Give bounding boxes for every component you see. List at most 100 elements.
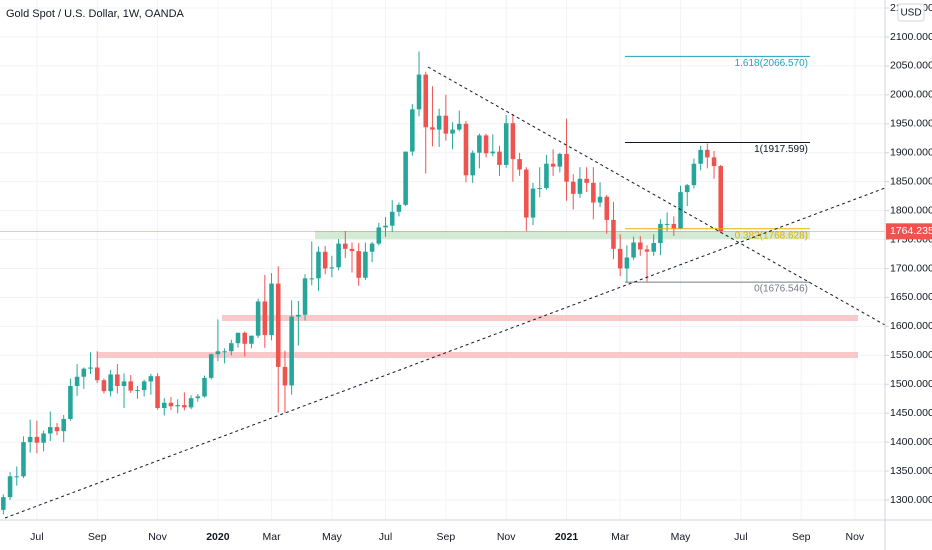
candle-body bbox=[544, 163, 549, 189]
y-tick-label: 1850.000 bbox=[890, 175, 932, 187]
candle-body bbox=[684, 185, 690, 193]
candle-body bbox=[61, 418, 66, 432]
candle-body bbox=[121, 381, 127, 387]
y-tick-label: 1450.000 bbox=[890, 407, 932, 419]
candle-body bbox=[597, 196, 603, 203]
candle-body bbox=[524, 169, 529, 218]
candle-body bbox=[591, 182, 596, 203]
candle-body bbox=[577, 178, 583, 194]
uptrend-line bbox=[4, 187, 886, 519]
candle-body bbox=[135, 390, 140, 392]
candle-body bbox=[242, 332, 247, 344]
candle-body bbox=[604, 196, 610, 220]
candle-body bbox=[369, 243, 375, 252]
candle-body bbox=[21, 442, 26, 477]
candle-body bbox=[68, 386, 73, 419]
candle-body bbox=[570, 181, 576, 194]
fib-label: 1(1917.599) bbox=[754, 144, 808, 155]
candle-body bbox=[322, 251, 328, 269]
grid bbox=[0, 0, 885, 520]
candle-body bbox=[564, 153, 569, 182]
candle-body bbox=[356, 251, 361, 278]
candle-body bbox=[389, 211, 395, 226]
candle-body bbox=[456, 123, 462, 130]
candle-body bbox=[416, 74, 422, 110]
candle-body bbox=[88, 367, 93, 369]
candle-body bbox=[215, 351, 221, 355]
x-tick-label: Nov bbox=[845, 531, 864, 543]
y-tick-label: 1650.000 bbox=[890, 291, 932, 303]
candle-body bbox=[249, 335, 254, 344]
y-tick-label: 2050.000 bbox=[890, 60, 932, 72]
candle-body bbox=[175, 405, 180, 407]
candle-body bbox=[557, 153, 563, 167]
candle-body bbox=[436, 115, 442, 130]
resistance-zone bbox=[97, 352, 858, 358]
candle-body bbox=[718, 166, 724, 232]
candle-body bbox=[550, 163, 556, 167]
candle-body bbox=[7, 476, 13, 498]
candle-body bbox=[376, 227, 382, 244]
candle-body bbox=[229, 343, 234, 352]
candle-body bbox=[483, 135, 489, 154]
candle-body bbox=[611, 219, 616, 249]
candle-body bbox=[497, 151, 502, 165]
x-tick-label: May bbox=[322, 531, 343, 543]
candle-body bbox=[188, 398, 194, 408]
x-tick-label: Jul bbox=[379, 531, 392, 543]
candle-body bbox=[255, 301, 261, 336]
candle-body bbox=[423, 74, 429, 128]
currency[interactable]: USD bbox=[900, 8, 921, 19]
candle-body bbox=[329, 267, 335, 269]
candle-body bbox=[671, 223, 677, 229]
candle-body bbox=[27, 436, 33, 443]
x-tick-label: Sep bbox=[437, 531, 456, 543]
candle-body bbox=[410, 109, 415, 152]
candle-body bbox=[664, 223, 670, 225]
candle-body bbox=[584, 178, 589, 183]
fib-label: 0(1676.546) bbox=[754, 284, 808, 295]
candle-body bbox=[443, 115, 449, 134]
candle-body bbox=[128, 381, 134, 391]
candle-body bbox=[161, 402, 167, 409]
candle-body bbox=[644, 249, 650, 252]
x-tick-label: Mar bbox=[611, 531, 630, 543]
candle-body bbox=[155, 376, 160, 409]
y-tick-label: 1500.000 bbox=[890, 378, 932, 390]
y-tick-label: 1550.000 bbox=[890, 349, 932, 361]
support-zone bbox=[315, 231, 810, 239]
x-tick-label: 2020 bbox=[206, 531, 230, 543]
candle-body bbox=[503, 123, 509, 165]
candle-body bbox=[396, 204, 402, 212]
candle-body bbox=[182, 405, 187, 408]
candle-body bbox=[530, 188, 536, 218]
candle-body bbox=[470, 152, 475, 176]
currency-box[interactable] bbox=[897, 3, 925, 22]
candle-body bbox=[115, 374, 120, 387]
y-tick-label: 1800.000 bbox=[890, 204, 932, 216]
candle-body bbox=[34, 436, 40, 443]
candle-body bbox=[101, 380, 107, 392]
y-tick-label: 1900.000 bbox=[890, 147, 932, 159]
y-tick-label: 1600.000 bbox=[890, 320, 932, 332]
axes: 1300.000 1350.000 1400.000 1450.000 1500.000… bbox=[30, 2, 932, 543]
candle-body bbox=[403, 151, 408, 205]
candle-body bbox=[363, 251, 368, 278]
candle-body bbox=[450, 129, 455, 134]
candle-body bbox=[202, 377, 207, 397]
candle-body bbox=[430, 127, 435, 130]
candle-body bbox=[14, 476, 20, 478]
resistance-zone bbox=[222, 315, 858, 321]
x-tick-label: Sep bbox=[792, 531, 811, 543]
candle-body bbox=[678, 192, 683, 229]
candle-body bbox=[168, 402, 174, 407]
x-tick-label: Jul bbox=[734, 531, 747, 543]
candle-body bbox=[94, 367, 100, 381]
candle-body bbox=[74, 376, 80, 387]
candle-body bbox=[510, 123, 516, 160]
candle-body bbox=[141, 381, 147, 391]
y-tick-label: 2000.000 bbox=[890, 89, 932, 101]
y-tick-label: 1700.000 bbox=[890, 262, 932, 274]
candle-body bbox=[41, 433, 46, 443]
